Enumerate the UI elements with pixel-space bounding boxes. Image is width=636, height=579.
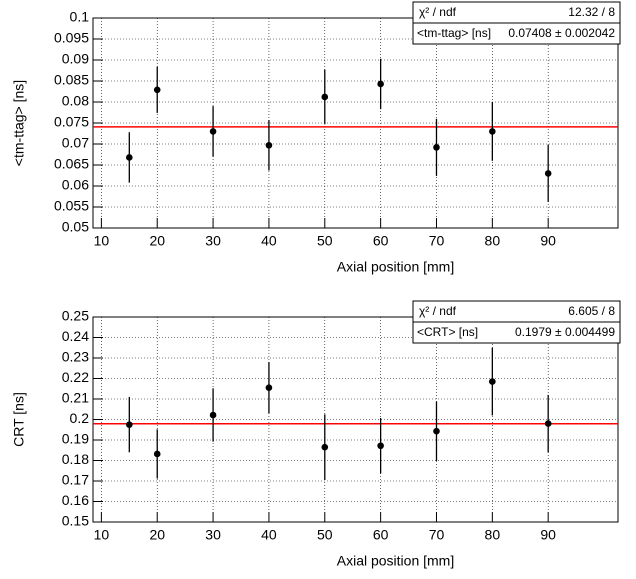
plot-frame xyxy=(92,17,619,229)
x-tick-label: 20 xyxy=(149,233,165,249)
x-tick-label: 40 xyxy=(261,233,277,249)
point xyxy=(321,443,329,451)
y-tick-label: 0.06 xyxy=(62,177,89,193)
y-tick-label: 0.25 xyxy=(62,308,89,324)
stats-label: <tm-ttag> [ns] xyxy=(417,26,491,40)
stats-value: 0.07408 ± 0.002042 xyxy=(508,26,615,40)
y-tick-label: 0.18 xyxy=(62,451,89,467)
x-axis-label: Axial position [mm] xyxy=(337,553,454,569)
y-tick-label: 0.17 xyxy=(62,472,89,488)
y-tick-label: 0.09 xyxy=(62,51,89,67)
x-tick-label: 80 xyxy=(485,233,501,249)
x-tick-label: 10 xyxy=(94,233,110,249)
y-axis-label: CRT [ns] xyxy=(11,392,27,447)
x-tick-label: 70 xyxy=(429,233,445,249)
x-tick-label: 50 xyxy=(317,233,333,249)
stats-label: χ² / ndf xyxy=(419,304,457,318)
y-tick-label: 0.24 xyxy=(62,328,89,344)
x-tick-label: 40 xyxy=(261,527,277,543)
y-tick-label: 0.23 xyxy=(62,349,89,365)
point xyxy=(377,442,384,450)
y-tick-label: 0.085 xyxy=(54,72,89,88)
x-tick-label: 30 xyxy=(205,527,221,543)
point xyxy=(265,384,273,392)
stats-label: <CRT> [ns] xyxy=(417,325,478,339)
x-tick-label: 60 xyxy=(373,233,389,249)
y-tick-label: 0.095 xyxy=(54,30,89,46)
y-tick-label: 0.15 xyxy=(62,513,89,529)
y-tick-label: 0.1 xyxy=(70,9,90,25)
point xyxy=(433,427,440,435)
plot-frame xyxy=(92,316,619,523)
y-axis-label: <tm-ttag> [ns] xyxy=(11,80,27,166)
y-tick-label: 0.2 xyxy=(70,410,90,426)
point xyxy=(377,80,384,88)
x-axis-label: Axial position [mm] xyxy=(337,259,454,275)
x-tick-label: 80 xyxy=(485,527,501,543)
x-tick-label: 90 xyxy=(540,527,556,543)
x-tick-label: 90 xyxy=(540,233,556,249)
stats-value: 12.32 / 8 xyxy=(568,5,615,19)
point xyxy=(433,144,440,151)
stats-label: χ² / ndf xyxy=(419,5,457,19)
y-tick-label: 0.08 xyxy=(62,93,89,109)
y-tick-label: 0.21 xyxy=(62,390,89,406)
point xyxy=(153,86,161,94)
point xyxy=(489,378,496,385)
y-tick-label: 0.19 xyxy=(62,431,89,447)
y-tick-label: 0.05 xyxy=(62,219,89,235)
y-tick-label: 0.22 xyxy=(62,369,89,385)
point xyxy=(126,421,133,428)
point xyxy=(209,411,217,419)
x-tick-label: 20 xyxy=(149,527,165,543)
point xyxy=(321,93,329,101)
x-tick-label: 60 xyxy=(373,527,389,543)
point xyxy=(153,450,161,458)
point xyxy=(544,420,552,427)
y-tick-label: 0.16 xyxy=(62,492,89,508)
x-tick-label: 10 xyxy=(94,527,110,543)
y-tick-label: 0.07 xyxy=(62,135,89,151)
x-tick-label: 70 xyxy=(429,527,445,543)
y-tick-label: 0.075 xyxy=(54,114,89,130)
x-tick-label: 30 xyxy=(205,233,221,249)
point xyxy=(265,141,273,149)
stats-value: 6.605 / 8 xyxy=(568,304,615,318)
point xyxy=(544,170,552,177)
stats-value: 0.1979 ± 0.004499 xyxy=(515,325,615,339)
y-tick-label: 0.065 xyxy=(54,156,89,172)
point xyxy=(489,128,496,135)
x-tick-label: 50 xyxy=(317,527,333,543)
point xyxy=(126,154,133,161)
point xyxy=(209,128,217,135)
y-tick-label: 0.055 xyxy=(54,198,89,214)
